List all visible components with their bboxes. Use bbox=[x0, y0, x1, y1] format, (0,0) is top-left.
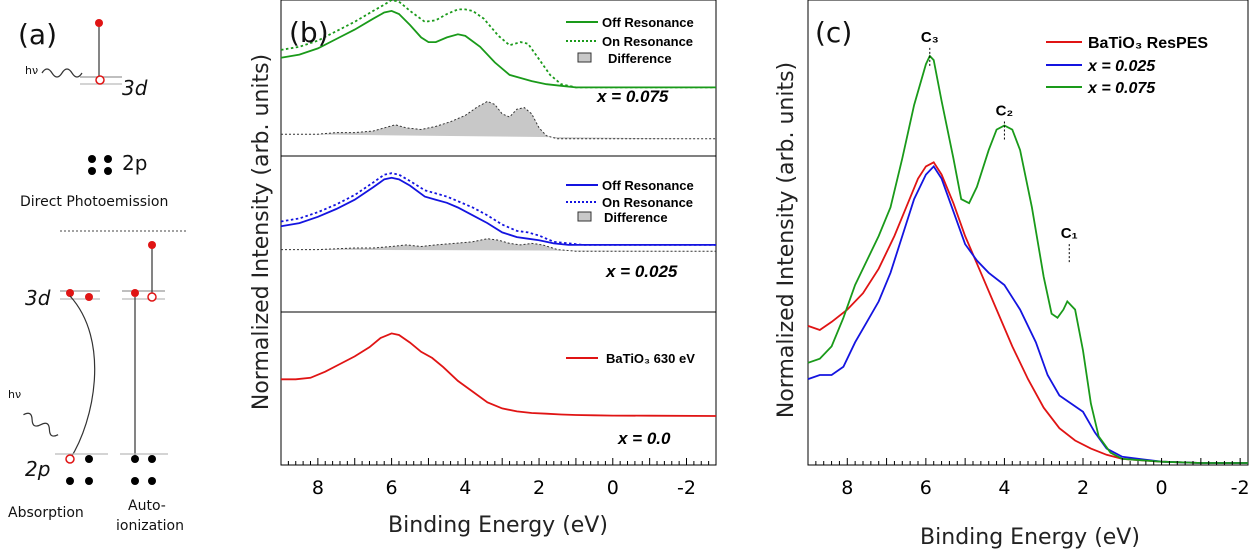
panel-c-y-axis-label: Normalized Intensity (arb. units) bbox=[774, 62, 799, 418]
photon-wave-2 bbox=[23, 412, 59, 437]
2p-electron bbox=[131, 477, 139, 485]
series-off-resonance-1 bbox=[280, 176, 716, 246]
x-tick-label: 6 bbox=[920, 477, 932, 499]
panel-c-x-axis-label: Binding Energy (eV) bbox=[920, 525, 1140, 550]
x-tick-label: 2 bbox=[533, 477, 545, 499]
panel-c-chart: 8 6 4 2 0 -2 C₃ C₂ C₁ (c) Binding Energy (eV) N… bbox=[774, 0, 1250, 550]
3d-electron-auto bbox=[131, 289, 139, 297]
peak-label: C₁ bbox=[1061, 225, 1078, 242]
panel-c-frame bbox=[807, 0, 1249, 466]
hole-3d bbox=[95, 75, 105, 85]
panel-c-legend: BaTiO₃ ResPES x = 0.025 x = 0.075 bbox=[1046, 35, 1208, 97]
2p-electron bbox=[88, 167, 96, 175]
legend-swatch-diff bbox=[577, 52, 592, 63]
panel-b-frame bbox=[280, 0, 717, 466]
legend-middle: Off Resonance On Resonance Difference bbox=[566, 178, 694, 225]
core-hole bbox=[65, 454, 75, 464]
peak-label: C₂ bbox=[996, 102, 1014, 119]
series-difference-0-fill bbox=[281, 101, 716, 139]
x-tick-label: 4 bbox=[459, 477, 471, 499]
panel-b-label: (b) bbox=[289, 16, 329, 49]
legend-on-resonance: On Resonance bbox=[602, 34, 693, 49]
excited-electron bbox=[66, 289, 74, 297]
legend-batio3-respes: BaTiO₃ ResPES bbox=[1088, 35, 1208, 52]
panel-c-series bbox=[807, 54, 1248, 464]
series-x-0-075 bbox=[807, 54, 1248, 464]
2p-electron bbox=[104, 155, 112, 163]
x-tick-label: 2 bbox=[1077, 477, 1089, 499]
panel-b-x-ticks: 8 6 4 2 0 -2 bbox=[280, 458, 710, 499]
auger-electron bbox=[148, 241, 156, 249]
2p-label-bottom: 2p bbox=[25, 457, 50, 481]
hv-label-2: hν bbox=[8, 388, 21, 401]
panel-b-x-axis-label: Binding Energy (eV) bbox=[388, 513, 608, 538]
legend-swatch-diff bbox=[577, 211, 592, 222]
panel-b-chart: 8 6 4 2 0 -2 (b) Binding Energy (eV) Normaliz… bbox=[249, 0, 717, 538]
autoionization-caption-2: ionization bbox=[116, 518, 184, 534]
2p-electron bbox=[104, 167, 112, 175]
photon-wave bbox=[41, 68, 83, 78]
legend-difference: Difference bbox=[604, 210, 668, 225]
legend-top: Off Resonance On Resonance Difference bbox=[566, 15, 694, 66]
series-x-0-025 bbox=[807, 164, 1248, 464]
panel-c-annotations: C₃ C₂ C₁ bbox=[921, 29, 1078, 265]
series-difference-0 bbox=[281, 100, 716, 140]
series-on-resonance-1 bbox=[280, 172, 716, 246]
2p-electron bbox=[131, 455, 139, 463]
legend-x-0.025: x = 0.025 bbox=[1087, 58, 1156, 75]
series-batio-respes bbox=[807, 161, 1248, 464]
3d-electron bbox=[85, 293, 93, 301]
x-tick-label: 6 bbox=[386, 477, 398, 499]
2p-electron bbox=[85, 455, 93, 463]
autoionization-caption-1: Auto- bbox=[128, 498, 166, 514]
legend-off-resonance: Off Resonance bbox=[602, 178, 694, 193]
2p-label-top: 2p bbox=[122, 151, 147, 175]
x-tick-label: -2 bbox=[1231, 477, 1250, 499]
hole-auto bbox=[147, 292, 157, 302]
x-tick-label: 0 bbox=[607, 477, 619, 499]
x-tick-label: 0 bbox=[1156, 477, 1168, 499]
emitted-electron bbox=[95, 19, 103, 27]
legend-on-resonance: On Resonance bbox=[602, 195, 693, 210]
absorption-arrow bbox=[69, 295, 96, 460]
2p-electron bbox=[66, 477, 74, 485]
panel-a-label: (a) bbox=[18, 18, 57, 51]
legend-off-resonance: Off Resonance bbox=[602, 15, 694, 30]
x-tick-label: 8 bbox=[312, 477, 324, 499]
panel-a-diagram: (a) hν 3d 2p Direct Photoemission 3d hν bbox=[8, 18, 186, 534]
2p-electron bbox=[88, 155, 96, 163]
annotation-x-0.025: x = 0.025 bbox=[605, 262, 678, 281]
x-tick-label: 4 bbox=[998, 477, 1010, 499]
3d-label-bottom: 3d bbox=[25, 286, 51, 310]
legend-batio3-630ev: BaTiO₃ 630 eV bbox=[606, 351, 695, 366]
3d-label-top: 3d bbox=[122, 76, 148, 100]
peak-label: C₃ bbox=[921, 29, 939, 46]
panel-c-x-ticks: 8 6 4 2 0 -2 bbox=[807, 458, 1250, 499]
panel-c-label: (c) bbox=[815, 16, 852, 49]
legend-x-0.075: x = 0.075 bbox=[1087, 80, 1156, 97]
panel-b-y-axis-label: Normalized Intensity (arb. units) bbox=[249, 54, 274, 410]
legend-bottom: BaTiO₃ 630 eV bbox=[566, 351, 695, 366]
2p-electron bbox=[85, 477, 93, 485]
x-tick-label: -2 bbox=[677, 477, 696, 499]
annotation-x-0.075: x = 0.075 bbox=[596, 87, 669, 106]
series-off-resonance-0 bbox=[280, 9, 716, 89]
hv-label-1: hν bbox=[25, 64, 38, 77]
2p-electron bbox=[148, 477, 156, 485]
annotation-x-0.0: x = 0.0 bbox=[617, 429, 671, 448]
series-difference-1-fill bbox=[281, 238, 716, 252]
series-on-resonance-0 bbox=[280, 0, 716, 89]
x-tick-label: 8 bbox=[841, 477, 853, 499]
legend-difference: Difference bbox=[608, 51, 672, 66]
series-batio-630-ev-2 bbox=[281, 332, 717, 417]
panel-b-series bbox=[280, 0, 717, 417]
absorption-caption: Absorption bbox=[8, 505, 84, 521]
2p-electron bbox=[148, 455, 156, 463]
direct-photoemission-caption: Direct Photoemission bbox=[20, 194, 168, 210]
